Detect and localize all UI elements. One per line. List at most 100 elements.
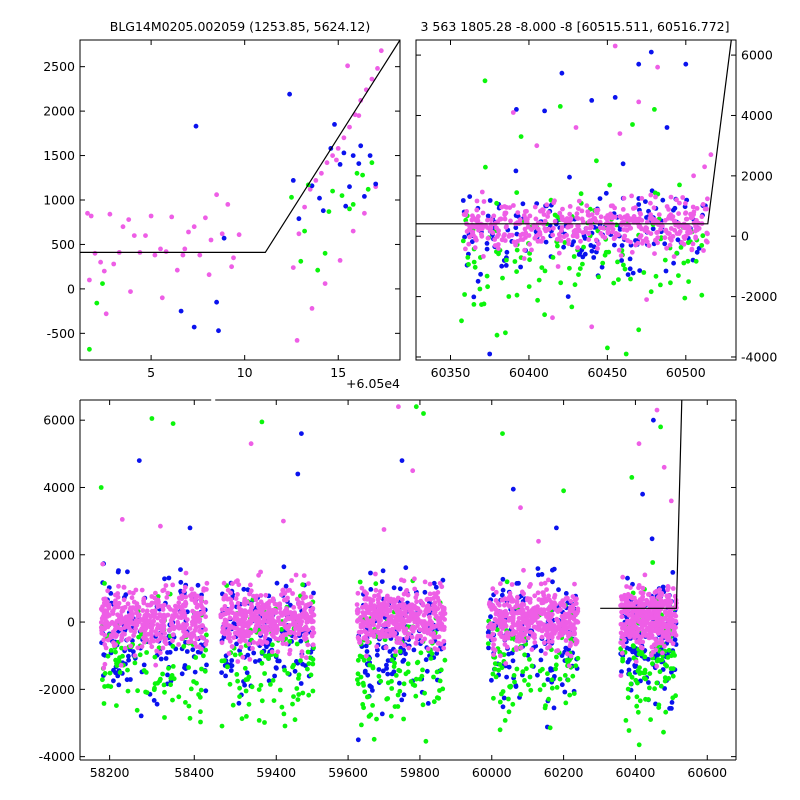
top-left-ytick-label: -500 (47, 326, 75, 341)
top-left-data-point (216, 328, 221, 334)
bottom-data-point (310, 626, 316, 631)
bottom-data-point (362, 689, 368, 695)
bottom-data-point (112, 605, 118, 611)
bottom-data-point (624, 597, 629, 602)
top-right-data-point (550, 232, 556, 238)
top-right-data-point (565, 294, 571, 299)
bottom-data-point (522, 678, 527, 683)
bottom-data-point (666, 593, 671, 598)
top-right-data-point (601, 225, 606, 231)
bottom-data-point (536, 538, 541, 544)
top-right-data-point (504, 224, 509, 229)
top-right-data-point (611, 280, 617, 286)
top-right-data-point (576, 227, 582, 233)
bottom-data-point (663, 624, 669, 630)
bottom-data-point (156, 623, 162, 629)
bottom-data-point (506, 617, 512, 623)
top-right-data-point (600, 260, 606, 266)
bottom-data-point (101, 652, 107, 658)
top-left-data-point (324, 160, 330, 166)
bottom-data-point (542, 705, 548, 711)
top-right-data-point (487, 351, 493, 357)
bottom-data-point (378, 678, 384, 684)
bottom-data-point (170, 664, 176, 669)
bottom-data-point (387, 649, 393, 654)
top-right-data-point (619, 258, 624, 263)
top-right-data-point (514, 107, 519, 112)
bottom-xtick-label: 60200 (544, 765, 584, 780)
bottom-data-point (645, 697, 651, 702)
bottom-data-point (397, 636, 403, 641)
top-left-data-point (131, 233, 137, 239)
bottom-data-point (236, 700, 242, 706)
top-right-data-point (580, 261, 585, 267)
top-left-data-point (182, 246, 188, 252)
bottom-data-point (510, 658, 516, 664)
bottom-data-point (629, 475, 635, 480)
bottom-ytick-label: 2000 (43, 547, 75, 562)
bottom-data-point (507, 590, 513, 596)
bottom-data-point (356, 681, 361, 687)
bottom-data-point (666, 676, 672, 681)
bottom-data-point (418, 598, 424, 604)
bottom-data-point (235, 659, 241, 664)
bottom-data-point (564, 630, 570, 636)
bottom-data-point (648, 629, 654, 635)
bottom-data-point (431, 674, 436, 680)
top-right-data-point (559, 70, 565, 76)
bottom-data-point (184, 649, 190, 654)
top-left-data-point (174, 267, 180, 273)
bottom-data-point (669, 700, 675, 705)
bottom-data-point (661, 464, 667, 470)
bottom-data-point (534, 606, 540, 611)
top-right-data-point (478, 271, 483, 277)
bottom-data-point (188, 686, 194, 692)
bottom-data-point (182, 584, 188, 590)
bottom-data-point (120, 616, 126, 622)
bottom-data-point (128, 643, 134, 649)
bottom-data-point (522, 652, 527, 658)
top-right-data-point (485, 217, 490, 223)
bottom-data-point (274, 623, 280, 629)
bottom-data-point (295, 697, 301, 702)
bottom-data-point (572, 631, 577, 637)
bottom-data-point (256, 718, 262, 723)
bottom-data-point (199, 595, 204, 601)
top-left-data-point (362, 210, 367, 216)
bottom-data-point (397, 649, 403, 654)
top-right-data-point (567, 204, 573, 209)
top-right-data-point (557, 210, 563, 216)
bottom-data-point (374, 652, 380, 658)
bottom-data-point (122, 645, 128, 651)
bottom-data-point (162, 689, 167, 695)
bottom-data-point (539, 572, 545, 577)
top-right-data-point (651, 205, 657, 211)
bottom-data-point (227, 681, 233, 687)
top-right-data-point (685, 240, 691, 246)
bottom-data-point (389, 657, 395, 663)
bottom-data-point (381, 622, 387, 628)
bottom-data-point (442, 657, 448, 663)
bottom-data-point (168, 618, 174, 623)
bottom-data-point (167, 627, 172, 633)
bottom-data-point (518, 505, 523, 511)
top-right-data-point (617, 131, 623, 137)
bottom-data-point (361, 612, 366, 618)
bottom-data-point (370, 703, 375, 708)
bottom-data-point (496, 667, 501, 673)
bottom-data-point (298, 658, 303, 664)
bottom-data-point (273, 665, 279, 670)
bottom-data-point (368, 606, 373, 612)
bottom-data-point (291, 694, 296, 699)
bottom-data-point (287, 630, 292, 635)
top-right-data-point (599, 264, 605, 270)
top-right-data-point (479, 189, 485, 195)
bottom-data-point (519, 635, 525, 641)
bottom-data-point (277, 687, 283, 693)
bottom-data-point (253, 659, 258, 664)
top-left-title: BLG14M0205.002059 (1253.85, 5624.12) (110, 19, 370, 34)
bottom-data-point (423, 608, 428, 614)
bottom-data-point (170, 697, 175, 703)
bottom-data-point (663, 709, 669, 715)
top-right-data-point (527, 241, 532, 247)
